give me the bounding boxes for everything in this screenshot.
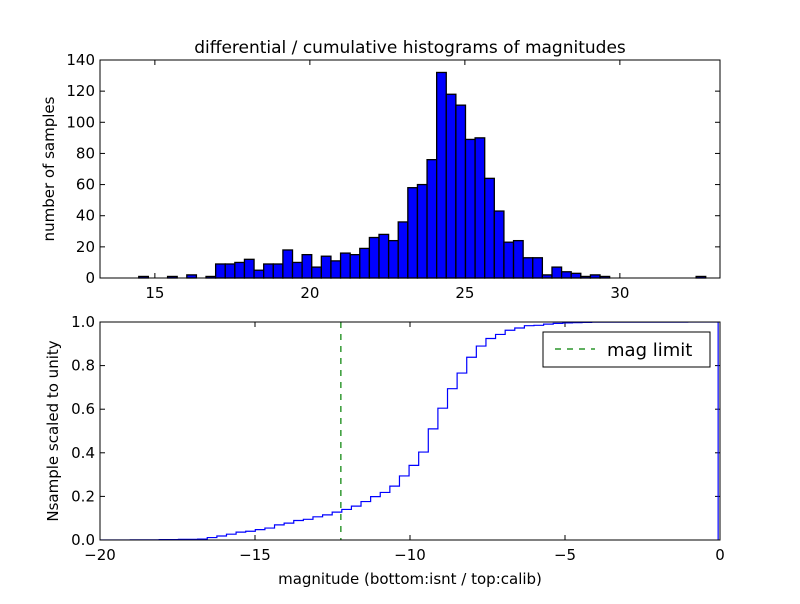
bottom-x-label: magnitude (bottom:isnt / top:calib) <box>278 570 542 588</box>
histogram-bar <box>253 269 265 279</box>
top-y-tick-label: 100 <box>66 113 95 131</box>
histogram-bar <box>445 93 457 279</box>
cumulative-step-line <box>100 322 719 540</box>
histogram-bar <box>272 263 284 279</box>
top-y-tick-label: 80 <box>76 144 95 162</box>
bottom-x-tick-label: −15 <box>239 546 271 564</box>
histogram-bar <box>407 187 419 279</box>
histogram-bar <box>436 71 447 279</box>
histogram-bar <box>532 257 544 279</box>
bottom-axes-frame <box>99 321 721 541</box>
bottom-y-tick-label: 0.8 <box>71 357 95 375</box>
bottom-x-tick-label: −20 <box>84 546 116 564</box>
histogram-bar <box>339 252 351 279</box>
histogram-bar <box>522 257 534 279</box>
histogram-bar <box>493 210 505 279</box>
histogram-bar <box>570 272 582 279</box>
histogram-bar <box>455 104 467 279</box>
bottom-x-tick-label: −5 <box>554 546 576 564</box>
bottom-y-tick-label: 1.0 <box>71 313 95 331</box>
bottom-y-tick-label: 0.4 <box>71 444 95 462</box>
bottom-x-tick-label: −10 <box>394 546 426 564</box>
top-y-label: number of samples <box>40 96 58 241</box>
legend: mag limit <box>542 331 711 368</box>
histogram-bar <box>282 249 294 279</box>
top-y-tick-label: 60 <box>76 176 95 194</box>
histogram-bar <box>387 239 399 279</box>
histogram-bar <box>224 263 236 279</box>
top-y-tick-label: 40 <box>76 207 95 225</box>
histogram-bar <box>512 239 524 279</box>
top-x-tick-label: 20 <box>300 284 319 302</box>
histogram-bar <box>397 221 409 279</box>
bottom-axes: −20 −15 −10 −5 0 0.0 0.2 0.4 0.6 0.8 1.0 <box>71 313 725 564</box>
top-y-tick-label: 0 <box>85 269 95 287</box>
bottom-y-tick-label: 0.6 <box>71 400 95 418</box>
top-x-tick-label: 30 <box>610 284 629 302</box>
histogram-bar <box>349 253 361 279</box>
top-x-tick-label: 15 <box>145 284 164 302</box>
bottom-y-tick-label: 0.0 <box>71 531 95 549</box>
top-x-tick-label: 25 <box>455 284 474 302</box>
histogram-bar <box>474 137 486 279</box>
histogram-bar <box>368 236 380 279</box>
histogram-bar <box>291 261 303 279</box>
top-y-tick-label: 20 <box>76 238 95 256</box>
bottom-y-label: Nsample scaled to unity <box>44 340 62 521</box>
top-y-tick-label: 140 <box>66 51 95 69</box>
histogram-bar <box>311 266 322 279</box>
top-axes: 15 20 25 30 0 20 40 60 80 100 120 140 <box>66 51 721 302</box>
bottom-y-tick-label: 0.2 <box>71 487 95 505</box>
histogram-bar <box>320 255 332 279</box>
histogram-bar <box>301 253 313 279</box>
histogram-bar <box>243 258 255 279</box>
top-y-tick-label: 120 <box>66 82 95 100</box>
histogram-bar <box>234 261 246 279</box>
histogram-bar <box>560 271 572 279</box>
histogram-bar <box>378 233 390 279</box>
bottom-x-tick-label: 0 <box>715 546 725 564</box>
top-axes-frame <box>99 59 721 279</box>
histogram-bar <box>464 138 476 279</box>
histogram-bar <box>263 263 274 279</box>
histogram-bar <box>416 183 428 279</box>
histogram-bar <box>426 159 438 279</box>
histogram-bar <box>330 260 342 279</box>
histogram-bar <box>359 247 371 279</box>
legend-label: mag limit <box>607 340 692 361</box>
histogram-bar <box>503 241 515 279</box>
chart-title: differential / cumulative histograms of … <box>194 38 626 58</box>
histogram-bar <box>214 263 226 279</box>
histogram-bar <box>484 177 495 279</box>
histogram-bar <box>551 266 563 279</box>
